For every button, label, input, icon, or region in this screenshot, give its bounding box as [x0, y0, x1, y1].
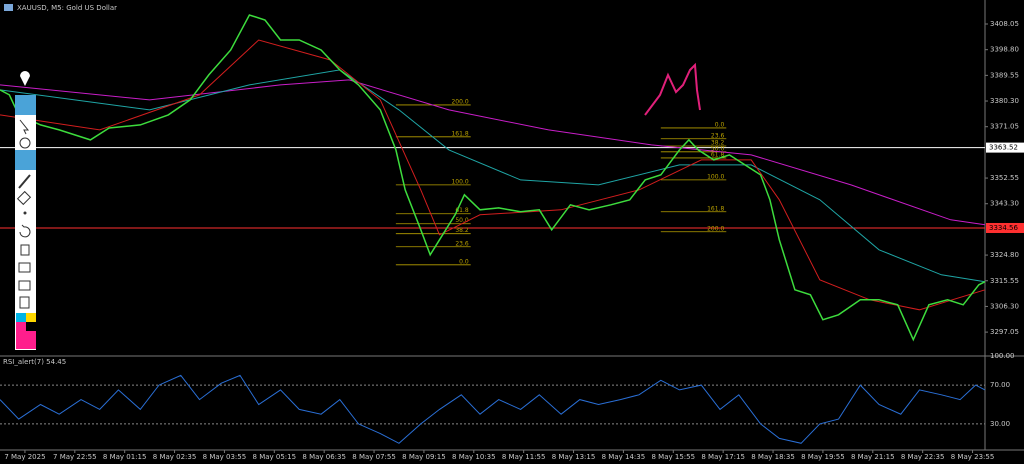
rsi-tick-label: 70.00 — [990, 381, 1010, 389]
tool-save[interactable] — [18, 262, 31, 273]
fib-level-label: 161.8 — [451, 130, 468, 137]
tool-ruler[interactable] — [16, 190, 32, 206]
tool-delete[interactable] — [20, 244, 30, 256]
x-tick-label: 8 May 06:35 — [302, 453, 346, 461]
fib-level-label: 161.8 — [707, 205, 724, 212]
rsi-line — [0, 374, 986, 444]
y-tick-label: 3343.30 — [990, 200, 1019, 208]
y-tick-label: 3389.55 — [990, 71, 1019, 79]
x-tick-label: 8 May 10:35 — [452, 453, 496, 461]
drawing-toolbar — [15, 71, 36, 350]
y-tick-label: 3315.55 — [990, 277, 1019, 285]
color-magenta[interactable] — [16, 322, 26, 331]
price-level-label: 3334.56 — [989, 224, 1018, 232]
color-cyan[interactable] — [16, 313, 26, 322]
tool-pen[interactable] — [18, 174, 31, 189]
fib-level-label: 38.2 — [711, 139, 725, 146]
y-tick-label: 3398.80 — [990, 46, 1019, 54]
fib-level-label: 38.2 — [455, 227, 469, 234]
tool-cursor[interactable] — [19, 119, 30, 135]
price-line — [0, 14, 986, 342]
fib-level-label: 50.0 — [711, 145, 725, 152]
tool-screenshot[interactable] — [18, 280, 31, 291]
fib-level-label: 23.6 — [455, 240, 469, 247]
y-tick-label: 3324.80 — [990, 251, 1019, 259]
color-black[interactable] — [26, 322, 36, 331]
y-tick-label: 3306.30 — [990, 302, 1019, 310]
tool-dot[interactable] — [23, 211, 27, 215]
y-tick-label: 3297.05 — [990, 328, 1019, 336]
fib-level-label: 61.8 — [711, 151, 725, 158]
moving-average — [0, 69, 986, 283]
color-selected[interactable] — [16, 331, 36, 349]
moving-average — [0, 79, 986, 226]
x-tick-label: 8 May 03:55 — [203, 453, 247, 461]
x-tick-label: 8 May 13:15 — [552, 453, 596, 461]
rsi-tick-label: 100.00 — [990, 352, 1015, 360]
x-tick-label: 8 May 19:55 — [801, 453, 845, 461]
x-tick-label: 8 May 09:15 — [402, 453, 446, 461]
fib-level-label: 0.0 — [715, 121, 725, 128]
pin-icon[interactable] — [20, 71, 30, 86]
x-tick-label: 7 May 22:55 — [53, 453, 97, 461]
color-yellow[interactable] — [26, 313, 36, 322]
fib-level-label: 200.0 — [707, 225, 724, 232]
price-level-label: 3363.52 — [989, 144, 1018, 152]
fib-level-label: 61.8 — [455, 207, 469, 214]
x-tick-label: 8 May 22:35 — [901, 453, 945, 461]
rsi-tick-label: 30.00 — [990, 420, 1010, 428]
fib-level-label: 100.0 — [451, 178, 468, 185]
fib-level-label: 23.6 — [711, 132, 725, 139]
chart-title: XAUUSD, M5: Gold US Dollar — [17, 4, 117, 12]
x-tick-label: 8 May 11:55 — [502, 453, 546, 461]
symbol-icon — [4, 4, 13, 11]
x-tick-label: 8 May 23:55 — [951, 453, 995, 461]
indicator-name: RSI_alert(7) 54.45 — [3, 358, 66, 366]
price-level-badge — [986, 222, 1024, 233]
fib-level-label: 200.0 — [451, 98, 468, 105]
tool-undo[interactable] — [19, 224, 31, 238]
y-tick-label: 3380.30 — [990, 97, 1019, 105]
y-tick-label: 3371.05 — [990, 123, 1019, 131]
x-tick-label: 8 May 17:15 — [701, 453, 745, 461]
y-tick-label: 3352.55 — [990, 174, 1019, 182]
tool-eye[interactable] — [15, 95, 36, 115]
x-tick-label: 8 May 18:35 — [751, 453, 795, 461]
tool-hide[interactable] — [19, 137, 31, 149]
fib-level-label: 0.0 — [459, 258, 469, 265]
x-tick-label: 8 May 21:15 — [851, 453, 895, 461]
x-tick-label: 7 May 2025 — [4, 453, 45, 461]
x-tick-label: 8 May 14:35 — [602, 453, 646, 461]
x-tick-label: 8 May 05:15 — [253, 453, 297, 461]
x-tick-label: 8 May 07:55 — [352, 453, 396, 461]
fib-level-label: 50.0 — [455, 217, 469, 224]
price-level-badge — [986, 142, 1024, 153]
x-tick-label: 8 May 15:55 — [652, 453, 696, 461]
tool-eraser[interactable] — [15, 150, 36, 170]
fib-level-label: 100.0 — [707, 173, 724, 180]
x-tick-label: 8 May 02:35 — [153, 453, 197, 461]
hand-drawn-annotation — [644, 62, 701, 116]
y-tick-label: 3408.05 — [990, 20, 1019, 28]
tool-list[interactable] — [19, 296, 30, 309]
x-tick-label: 8 May 01:15 — [103, 453, 147, 461]
